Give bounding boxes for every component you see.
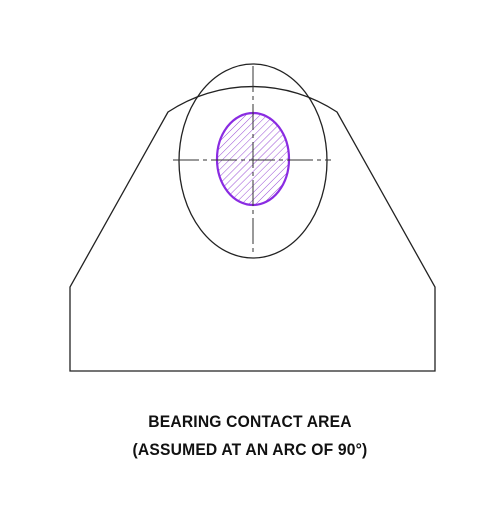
hole-outline [178, 63, 328, 259]
caption-subtitle: (ASSUMED AT AN ARC OF 90°) [132, 440, 368, 459]
lug-outline [69, 85, 436, 372]
caption-title: BEARING CONTACT AREA [148, 412, 352, 431]
